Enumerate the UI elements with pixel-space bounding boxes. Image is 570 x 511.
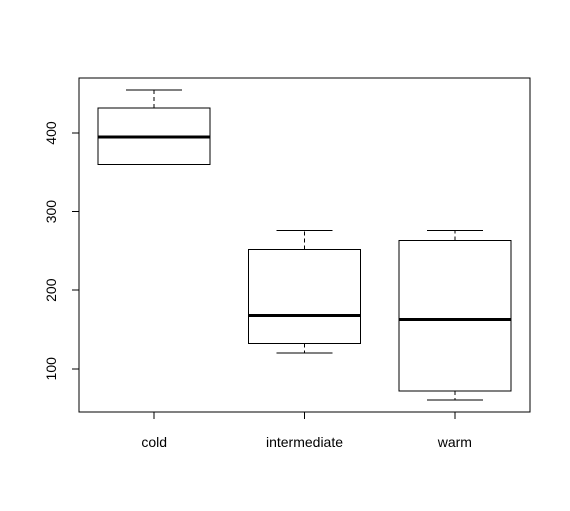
y-tick-label: 100: [43, 357, 59, 381]
iqr-box: [248, 248, 361, 345]
y-tick-label: 400: [43, 121, 59, 145]
iqr-box: [398, 240, 512, 392]
x-tick-label-cold: cold: [141, 434, 167, 450]
x-axis: cold intermediate warm: [141, 412, 472, 450]
y-tick-label: 200: [43, 278, 59, 302]
plot-frame: [78, 77, 531, 413]
box-series: [97, 89, 512, 401]
x-tick-label-intermediate: intermediate: [266, 434, 343, 450]
box-cold: [97, 89, 211, 165]
y-tick-label: 300: [43, 200, 59, 224]
box-warm: [398, 229, 512, 401]
box-intermediate: [248, 229, 361, 354]
y-axis: 100 200 300 400: [43, 121, 79, 380]
x-tick-label-warm: warm: [437, 434, 472, 450]
